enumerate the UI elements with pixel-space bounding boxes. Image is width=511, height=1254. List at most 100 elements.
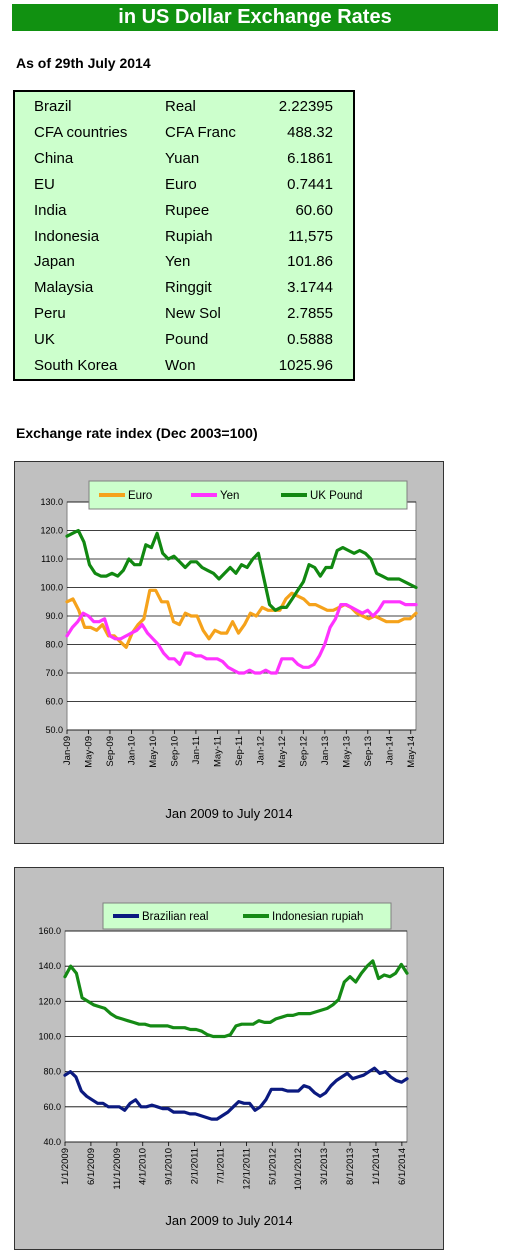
rate-row: South Korea Won 1025.96 bbox=[15, 353, 353, 379]
country-name: India bbox=[34, 201, 67, 219]
y-tick-label: 130.0 bbox=[40, 497, 63, 507]
country-name: China bbox=[34, 149, 74, 167]
currency-name: Rupiah bbox=[165, 227, 213, 245]
x-tick-label: May-09 bbox=[83, 736, 94, 768]
x-tick-label: 4/1/2010 bbox=[138, 1148, 149, 1185]
series-line-uk-pound bbox=[65, 528, 418, 612]
rate-value: 2.22395 bbox=[278, 98, 333, 115]
y-tick-label: 60.0 bbox=[43, 1102, 61, 1112]
as-of-date: As of 29th July 2014 bbox=[16, 55, 151, 71]
rate-row: Peru New Sol 2.7855 bbox=[15, 301, 353, 327]
y-tick-label: 120.0 bbox=[38, 996, 61, 1006]
x-tick-label: Jan-14 bbox=[384, 736, 395, 765]
currency-name: Ringgit bbox=[165, 279, 212, 297]
currency-name: CFA Franc bbox=[165, 123, 236, 141]
y-tick-label: 40.0 bbox=[43, 1137, 61, 1147]
y-tick-label: 70.0 bbox=[45, 668, 63, 678]
rate-value: 6.1861 bbox=[287, 149, 333, 167]
rate-row: India Rupee 60.60 bbox=[15, 198, 353, 224]
series-line-brazilian-real bbox=[63, 1066, 409, 1121]
index-chart-heading: Exchange rate index (Dec 2003=100) bbox=[16, 425, 258, 441]
x-tick-label: May-10 bbox=[148, 736, 159, 768]
x-tick-label: Jan-12 bbox=[255, 736, 266, 765]
y-tick-label: 120.0 bbox=[40, 526, 63, 536]
x-tick-label: May-11 bbox=[212, 736, 223, 767]
legend-label: Brazilian real bbox=[142, 911, 208, 923]
x-tick-label: May-12 bbox=[277, 736, 288, 768]
x-tick-label: Jan-11 bbox=[191, 736, 202, 764]
country-name: CFA countries bbox=[34, 123, 128, 141]
rate-row: UK Pound 0.5888 bbox=[15, 327, 353, 353]
rate-value: 0.7441 bbox=[287, 175, 333, 193]
rate-value: 1025.96 bbox=[278, 357, 333, 374]
currency-name: Euro bbox=[165, 175, 197, 193]
y-tick-label: 90.0 bbox=[45, 611, 63, 621]
y-tick-label: 160.0 bbox=[38, 926, 61, 936]
y-tick-label: 140.0 bbox=[38, 961, 61, 971]
country-name: Peru bbox=[34, 305, 66, 323]
currency-name: Yen bbox=[165, 253, 191, 271]
currency-name: Won bbox=[165, 357, 196, 374]
x-tick-label: May-14 bbox=[406, 736, 417, 768]
series-line-indonesian-rupiah bbox=[63, 959, 409, 1039]
y-tick-label: 100.0 bbox=[38, 1032, 61, 1042]
y-tick-label: 100.0 bbox=[40, 583, 63, 593]
y-tick-label: 80.0 bbox=[45, 640, 63, 650]
legend-label: Euro bbox=[128, 490, 152, 502]
series-line-euro bbox=[65, 588, 418, 649]
rate-value: 60.60 bbox=[295, 201, 333, 219]
x-tick-label: Sep-10 bbox=[169, 736, 180, 767]
legend bbox=[88, 480, 408, 510]
series-line-yen bbox=[65, 600, 418, 675]
x-tick-label: 6/1/2009 bbox=[86, 1148, 97, 1185]
country-name: EU bbox=[34, 175, 55, 193]
rate-row: Malaysia Ringgit 3.1744 bbox=[15, 275, 353, 301]
rate-row: Indonesia Rupiah 11,575 bbox=[15, 224, 353, 250]
x-tick-label: 11/1/2009 bbox=[112, 1148, 123, 1190]
rate-row: EU Euro 0.7441 bbox=[15, 172, 353, 198]
x-tick-label: Sep-09 bbox=[105, 736, 116, 767]
x-tick-label: Jan-09 bbox=[62, 736, 73, 765]
x-tick-label: 1/1/2009 bbox=[60, 1148, 71, 1185]
x-tick-label: 1/1/2014 bbox=[371, 1148, 382, 1185]
country-name: South Korea bbox=[34, 357, 118, 374]
x-tick-label: 5/1/2012 bbox=[267, 1148, 278, 1185]
emerging-index-chart: 160.0 140.0 120.0 100.0 80.0 60.0 40.01/1/2009… bbox=[38, 902, 409, 1190]
legend-label: UK Pound bbox=[310, 490, 362, 502]
rate-value: 3.1744 bbox=[287, 279, 333, 297]
rate-row: Japan Yen 101.86 bbox=[15, 249, 353, 275]
chart-panel-emerging-index: 160.0 140.0 120.0 100.0 80.0 60.0 40.0 1/1/2009… bbox=[14, 867, 444, 1250]
x-tick-label: 10/1/2012 bbox=[293, 1148, 304, 1190]
country-name: Japan bbox=[34, 253, 75, 271]
x-tick-label: 2/1/2011 bbox=[190, 1148, 201, 1184]
currency-name: Rupee bbox=[165, 201, 210, 219]
currency-index-chart: 130.0 120.0 110.0 100.0 90.0 80.0 70.0 60.0 50.0… bbox=[40, 480, 418, 768]
country-name: UK bbox=[34, 331, 55, 349]
x-tick-label: 3/1/2013 bbox=[319, 1148, 330, 1185]
rate-row: CFA countries CFA Franc 488.32 bbox=[15, 120, 353, 146]
legend-label: Yen bbox=[220, 490, 239, 502]
country-name: Malaysia bbox=[34, 279, 94, 297]
x-tick-label: Sep-11 bbox=[234, 736, 245, 766]
chart-panel-currency-index: 130.0 120.0 110.0 100.0 90.0 80.0 70.0 60.0 50.0… bbox=[14, 461, 444, 844]
rate-value: 101.86 bbox=[287, 253, 333, 271]
x-tick-label: 6/1/2014 bbox=[397, 1148, 408, 1185]
rate-value: 2.7855 bbox=[287, 305, 333, 323]
x-tick-label: 7/1/2011 bbox=[215, 1148, 226, 1184]
rate-row: Brazil Real 2.22395 bbox=[15, 94, 353, 120]
x-tick-label: Sep-13 bbox=[363, 736, 374, 767]
legend-label: Indonesian rupiah bbox=[272, 911, 363, 923]
chart-caption: Jan 2009 to July 2014 bbox=[165, 806, 293, 821]
country-name: Brazil bbox=[34, 98, 72, 115]
x-tick-label: 9/1/2010 bbox=[164, 1148, 175, 1185]
rate-value: 0.5888 bbox=[287, 331, 333, 349]
chart-caption: Jan 2009 to July 2014 bbox=[165, 1213, 293, 1228]
x-tick-label: Sep-12 bbox=[298, 736, 309, 767]
currency-name: New Sol bbox=[165, 305, 221, 323]
x-tick-label: 8/1/2013 bbox=[345, 1148, 356, 1185]
exchange-rate-table: Brazil Real 2.22395 CFA countries CFA Franc 4… bbox=[13, 90, 355, 381]
rate-value: 488.32 bbox=[287, 123, 333, 141]
currency-name: Real bbox=[165, 98, 196, 115]
x-tick-label: 12/1/2011 bbox=[241, 1148, 252, 1190]
y-tick-label: 50.0 bbox=[45, 725, 63, 735]
